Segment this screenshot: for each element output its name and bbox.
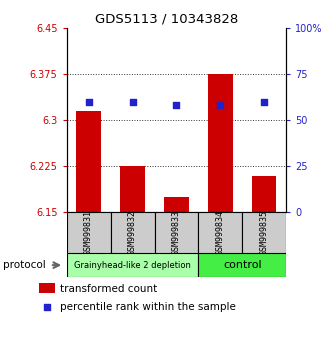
Point <box>218 102 223 108</box>
Point <box>262 99 267 105</box>
Point <box>130 99 135 105</box>
Bar <box>121 166 145 212</box>
Bar <box>39 283 55 293</box>
Text: GSM999831: GSM999831 <box>84 210 93 255</box>
Bar <box>208 74 232 212</box>
Bar <box>242 212 286 253</box>
Bar <box>165 197 188 212</box>
Text: GSM999833: GSM999833 <box>172 210 181 255</box>
Bar <box>198 253 286 277</box>
Text: GSM999835: GSM999835 <box>260 210 269 255</box>
Text: control: control <box>223 260 262 270</box>
Bar <box>252 176 276 212</box>
Bar <box>77 111 101 212</box>
Text: protocol: protocol <box>3 260 46 270</box>
Point <box>44 304 49 309</box>
Text: GDS5113 / 10343828: GDS5113 / 10343828 <box>95 12 238 25</box>
Text: GSM999834: GSM999834 <box>216 210 225 255</box>
Bar <box>67 253 198 277</box>
Text: Grainyhead-like 2 depletion: Grainyhead-like 2 depletion <box>74 261 191 270</box>
Point <box>174 102 179 108</box>
Bar <box>155 212 198 253</box>
Bar <box>111 212 155 253</box>
Text: GSM999832: GSM999832 <box>128 210 137 255</box>
Bar <box>198 212 242 253</box>
Point <box>86 99 91 105</box>
Text: transformed count: transformed count <box>60 284 158 293</box>
Text: percentile rank within the sample: percentile rank within the sample <box>60 302 236 312</box>
Bar <box>67 212 111 253</box>
